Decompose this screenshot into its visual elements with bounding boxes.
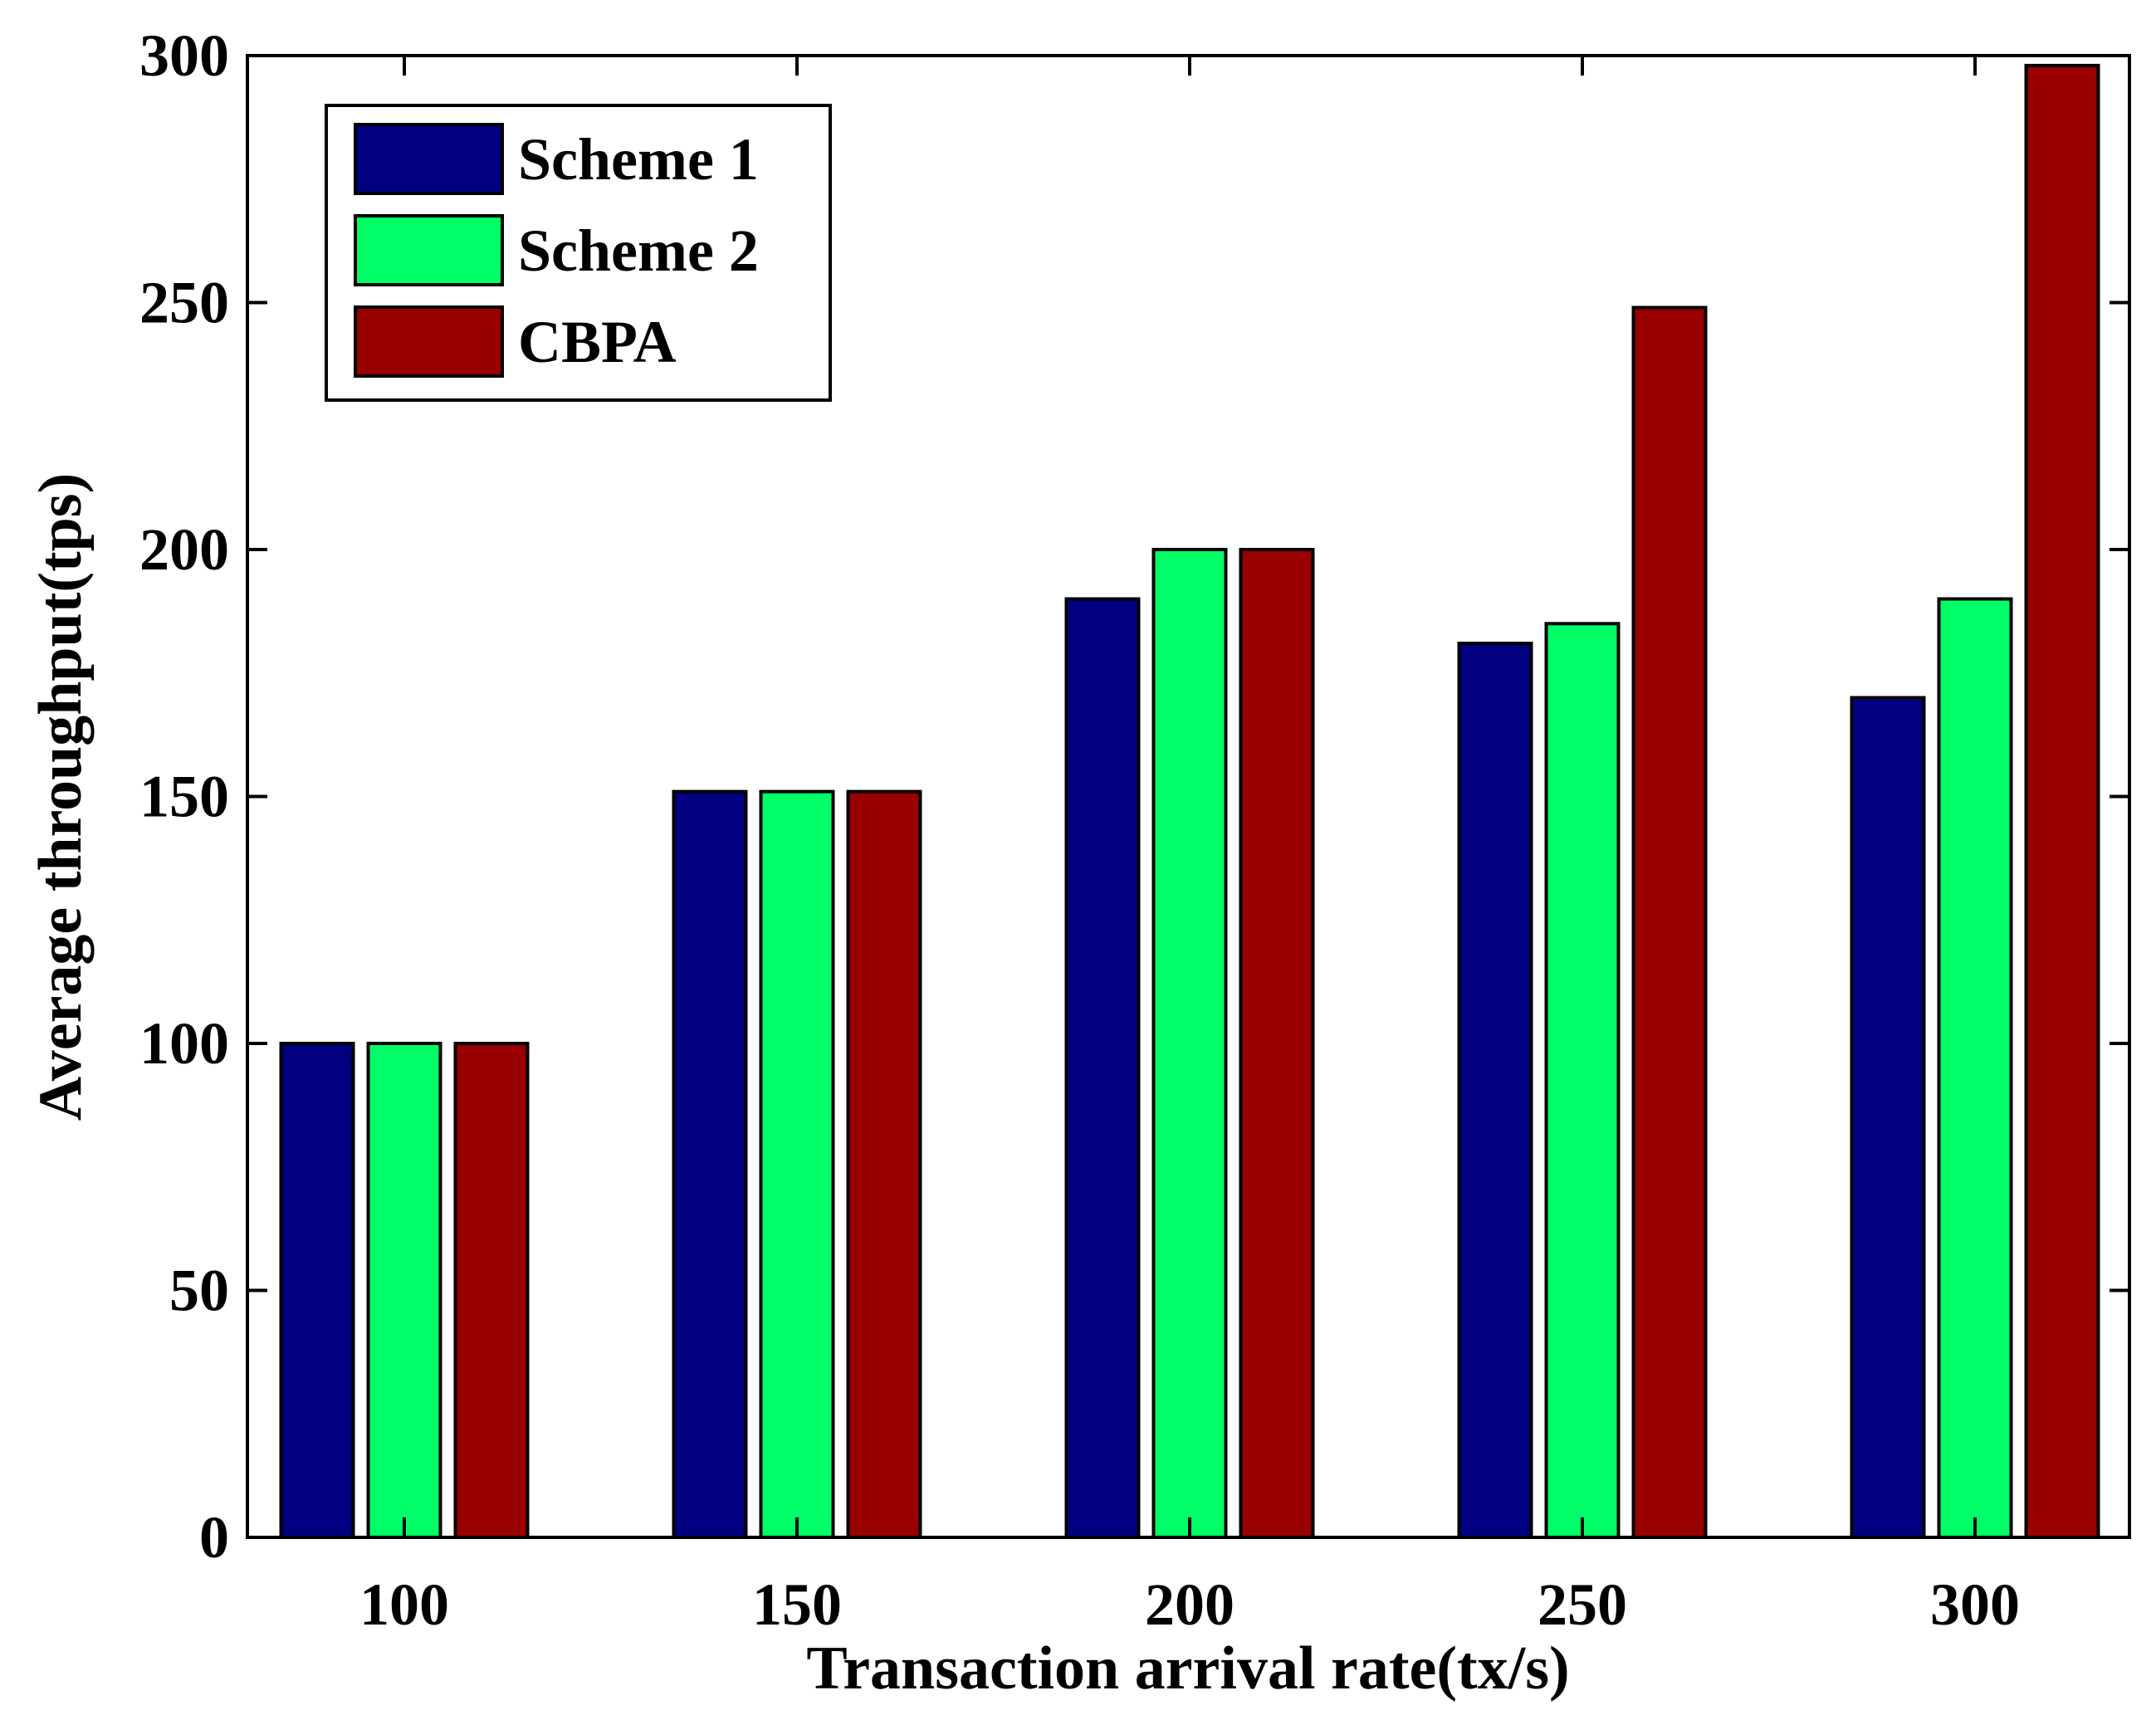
y-tick-label: 150	[139, 764, 229, 830]
y-axis-label: Average throughput(tps)	[27, 473, 95, 1121]
legend-swatch	[354, 214, 504, 286]
labels-group: 0 50 100 150 200 250 300 100 150 200 250 300	[139, 22, 2020, 1638]
bar-scheme-2-150	[759, 789, 835, 1539]
x-tick-label: 100	[359, 1571, 449, 1638]
ticks-group	[247, 54, 2129, 1539]
plot-area-frame	[246, 54, 2131, 1539]
legend-label: Scheme 1	[518, 126, 759, 193]
legend-label: CBPA	[518, 309, 677, 375]
bar-scheme-1-300	[1850, 696, 1926, 1539]
x-tick-label: 300	[1930, 1571, 2020, 1638]
bar-cbpa-150	[846, 789, 922, 1539]
x-tick-label: 150	[752, 1571, 842, 1638]
bar-cbpa-250	[1631, 305, 1708, 1539]
y-tick-label: 300	[139, 22, 229, 89]
y-tick-label: 50	[169, 1258, 229, 1324]
bar-scheme-1-200	[1064, 597, 1141, 1539]
legend-label: Scheme 2	[518, 217, 759, 284]
bar-scheme-1-250	[1457, 642, 1533, 1539]
legend: Scheme 1 Scheme 2 CBPA	[325, 104, 832, 402]
y-tick-label: 250	[139, 270, 229, 336]
y-tick-label: 0	[199, 1504, 229, 1571]
bar-scheme-2-200	[1151, 548, 1228, 1539]
y-tick-label: 200	[139, 516, 229, 583]
y-tick-label: 100	[139, 1010, 229, 1077]
legend-swatch	[354, 123, 504, 195]
legend-swatch	[354, 305, 504, 378]
bar-scheme-2-250	[1544, 622, 1621, 1540]
x-tick-label: 200	[1145, 1571, 1234, 1638]
bar-scheme-2-100	[366, 1042, 442, 1539]
bar-cbpa-300	[2024, 63, 2100, 1539]
bar-scheme-2-300	[1937, 597, 2013, 1539]
bar-cbpa-100	[453, 1042, 530, 1539]
bar-scheme-1-150	[672, 789, 748, 1539]
x-axis-label: Transaction arrival rate(tx/s)	[806, 1634, 1569, 1703]
x-tick-label: 250	[1538, 1571, 1627, 1638]
bars-group	[279, 63, 2100, 1540]
bar-cbpa-200	[1239, 548, 1315, 1539]
bar-scheme-1-100	[279, 1042, 355, 1539]
